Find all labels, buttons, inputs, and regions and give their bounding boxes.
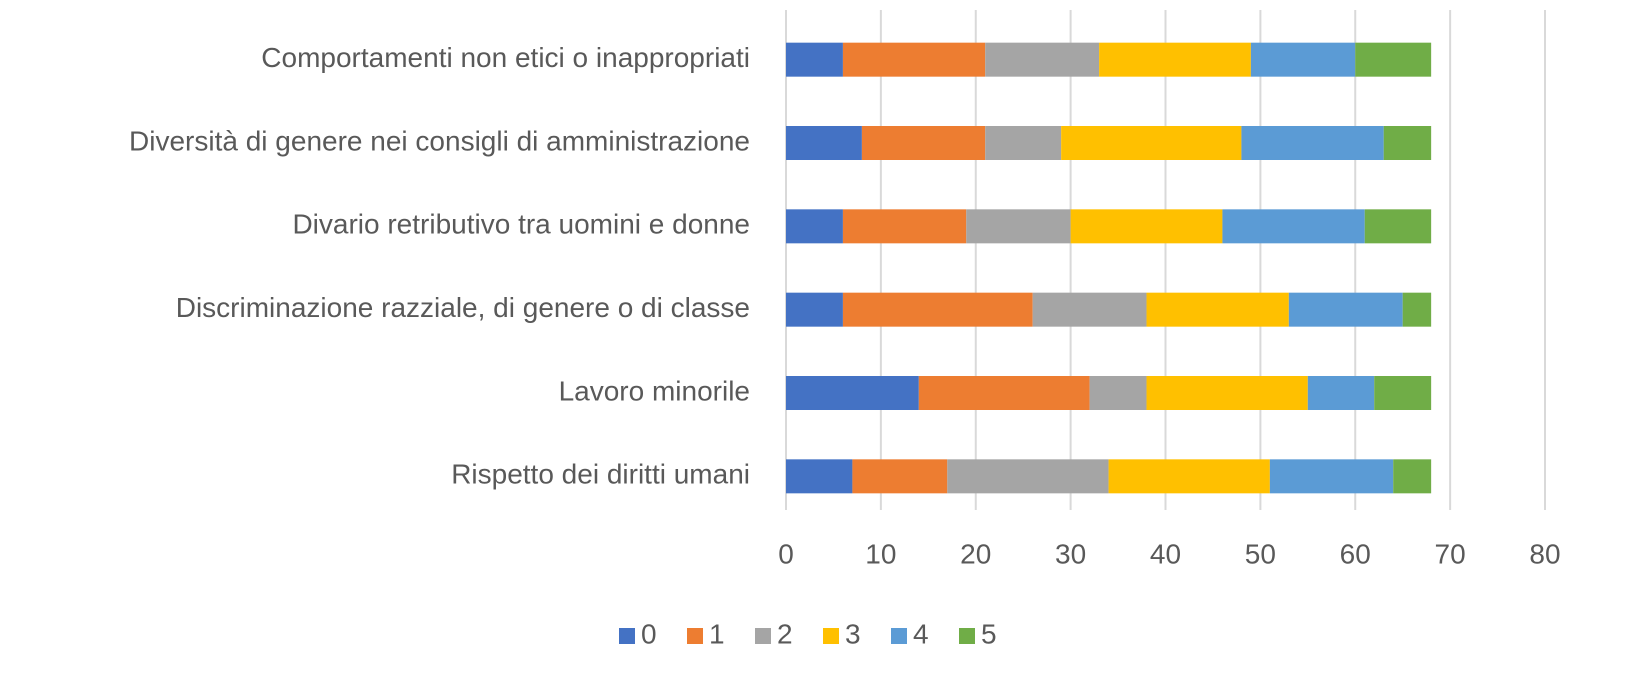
legend-swatch	[959, 628, 975, 644]
y-tick-label: Comportamenti non etici o inappropriati	[261, 42, 750, 73]
bar-segment	[1241, 126, 1384, 160]
legend-label: 4	[913, 618, 929, 649]
bar-segment	[1099, 42, 1251, 77]
bar-segment	[1032, 292, 1147, 327]
bar-segment	[786, 209, 843, 244]
x-tick-label: 60	[1340, 538, 1371, 569]
bar-segment	[1393, 459, 1432, 494]
bar-segment	[1146, 292, 1289, 327]
bar-segment	[1061, 126, 1242, 160]
legend-label: 3	[845, 618, 861, 649]
legend-swatch	[687, 628, 703, 644]
bar-segment	[1146, 376, 1308, 410]
x-tick-label: 80	[1529, 538, 1560, 569]
legend-label: 5	[981, 618, 997, 649]
x-tick-label: 20	[960, 538, 991, 569]
bar-segment	[852, 459, 948, 494]
bar-segment	[842, 292, 1033, 327]
bar-segment	[1374, 376, 1432, 410]
bar-segment	[1355, 42, 1432, 77]
bar-segment	[786, 42, 843, 77]
bar-segment	[1269, 459, 1394, 494]
y-tick-label: Discriminazione razziale, di genere o di…	[176, 292, 750, 323]
x-tick-label: 40	[1150, 538, 1181, 569]
bar-segment	[861, 126, 986, 160]
bar-segment	[985, 126, 1062, 160]
bar-segment	[842, 42, 986, 77]
y-tick-label: Rispetto dei diritti umani	[451, 459, 750, 490]
bar-segment	[918, 376, 1090, 410]
legend-swatch	[619, 628, 635, 644]
bar-segment	[786, 459, 853, 494]
bar-segment	[1222, 209, 1365, 244]
bar-segment	[842, 209, 967, 244]
bar-segment	[786, 126, 862, 160]
bar-segment	[947, 459, 1109, 494]
legend-label: 0	[641, 618, 657, 649]
bar-segment	[786, 292, 843, 327]
legend-label: 1	[709, 618, 725, 649]
bar-segment	[1250, 42, 1356, 77]
bar-segment	[1108, 459, 1270, 494]
bar-segment	[1288, 292, 1403, 327]
bar-segment	[786, 376, 919, 410]
bar-segment	[966, 209, 1071, 244]
bar-segment	[1307, 376, 1375, 410]
bar-segment	[1070, 209, 1223, 244]
x-tick-label: 70	[1435, 538, 1466, 569]
bar-segment	[1089, 376, 1147, 410]
legend-label: 2	[777, 618, 793, 649]
bar-segment	[1364, 209, 1432, 244]
x-tick-label: 30	[1055, 538, 1086, 569]
y-tick-label: Lavoro minorile	[559, 375, 750, 406]
x-tick-label: 0	[778, 538, 794, 569]
legend-swatch	[823, 628, 839, 644]
x-tick-label: 50	[1245, 538, 1276, 569]
y-tick-label: Diversità di genere nei consigli di ammi…	[129, 125, 750, 156]
x-tick-label: 10	[865, 538, 896, 569]
y-tick-label: Divario retributivo tra uomini e donne	[292, 209, 750, 240]
legend-swatch	[755, 628, 771, 644]
legend-swatch	[891, 628, 907, 644]
bar-segment	[985, 42, 1100, 77]
bar-segment	[1402, 292, 1432, 327]
bar-segment	[1383, 126, 1432, 160]
